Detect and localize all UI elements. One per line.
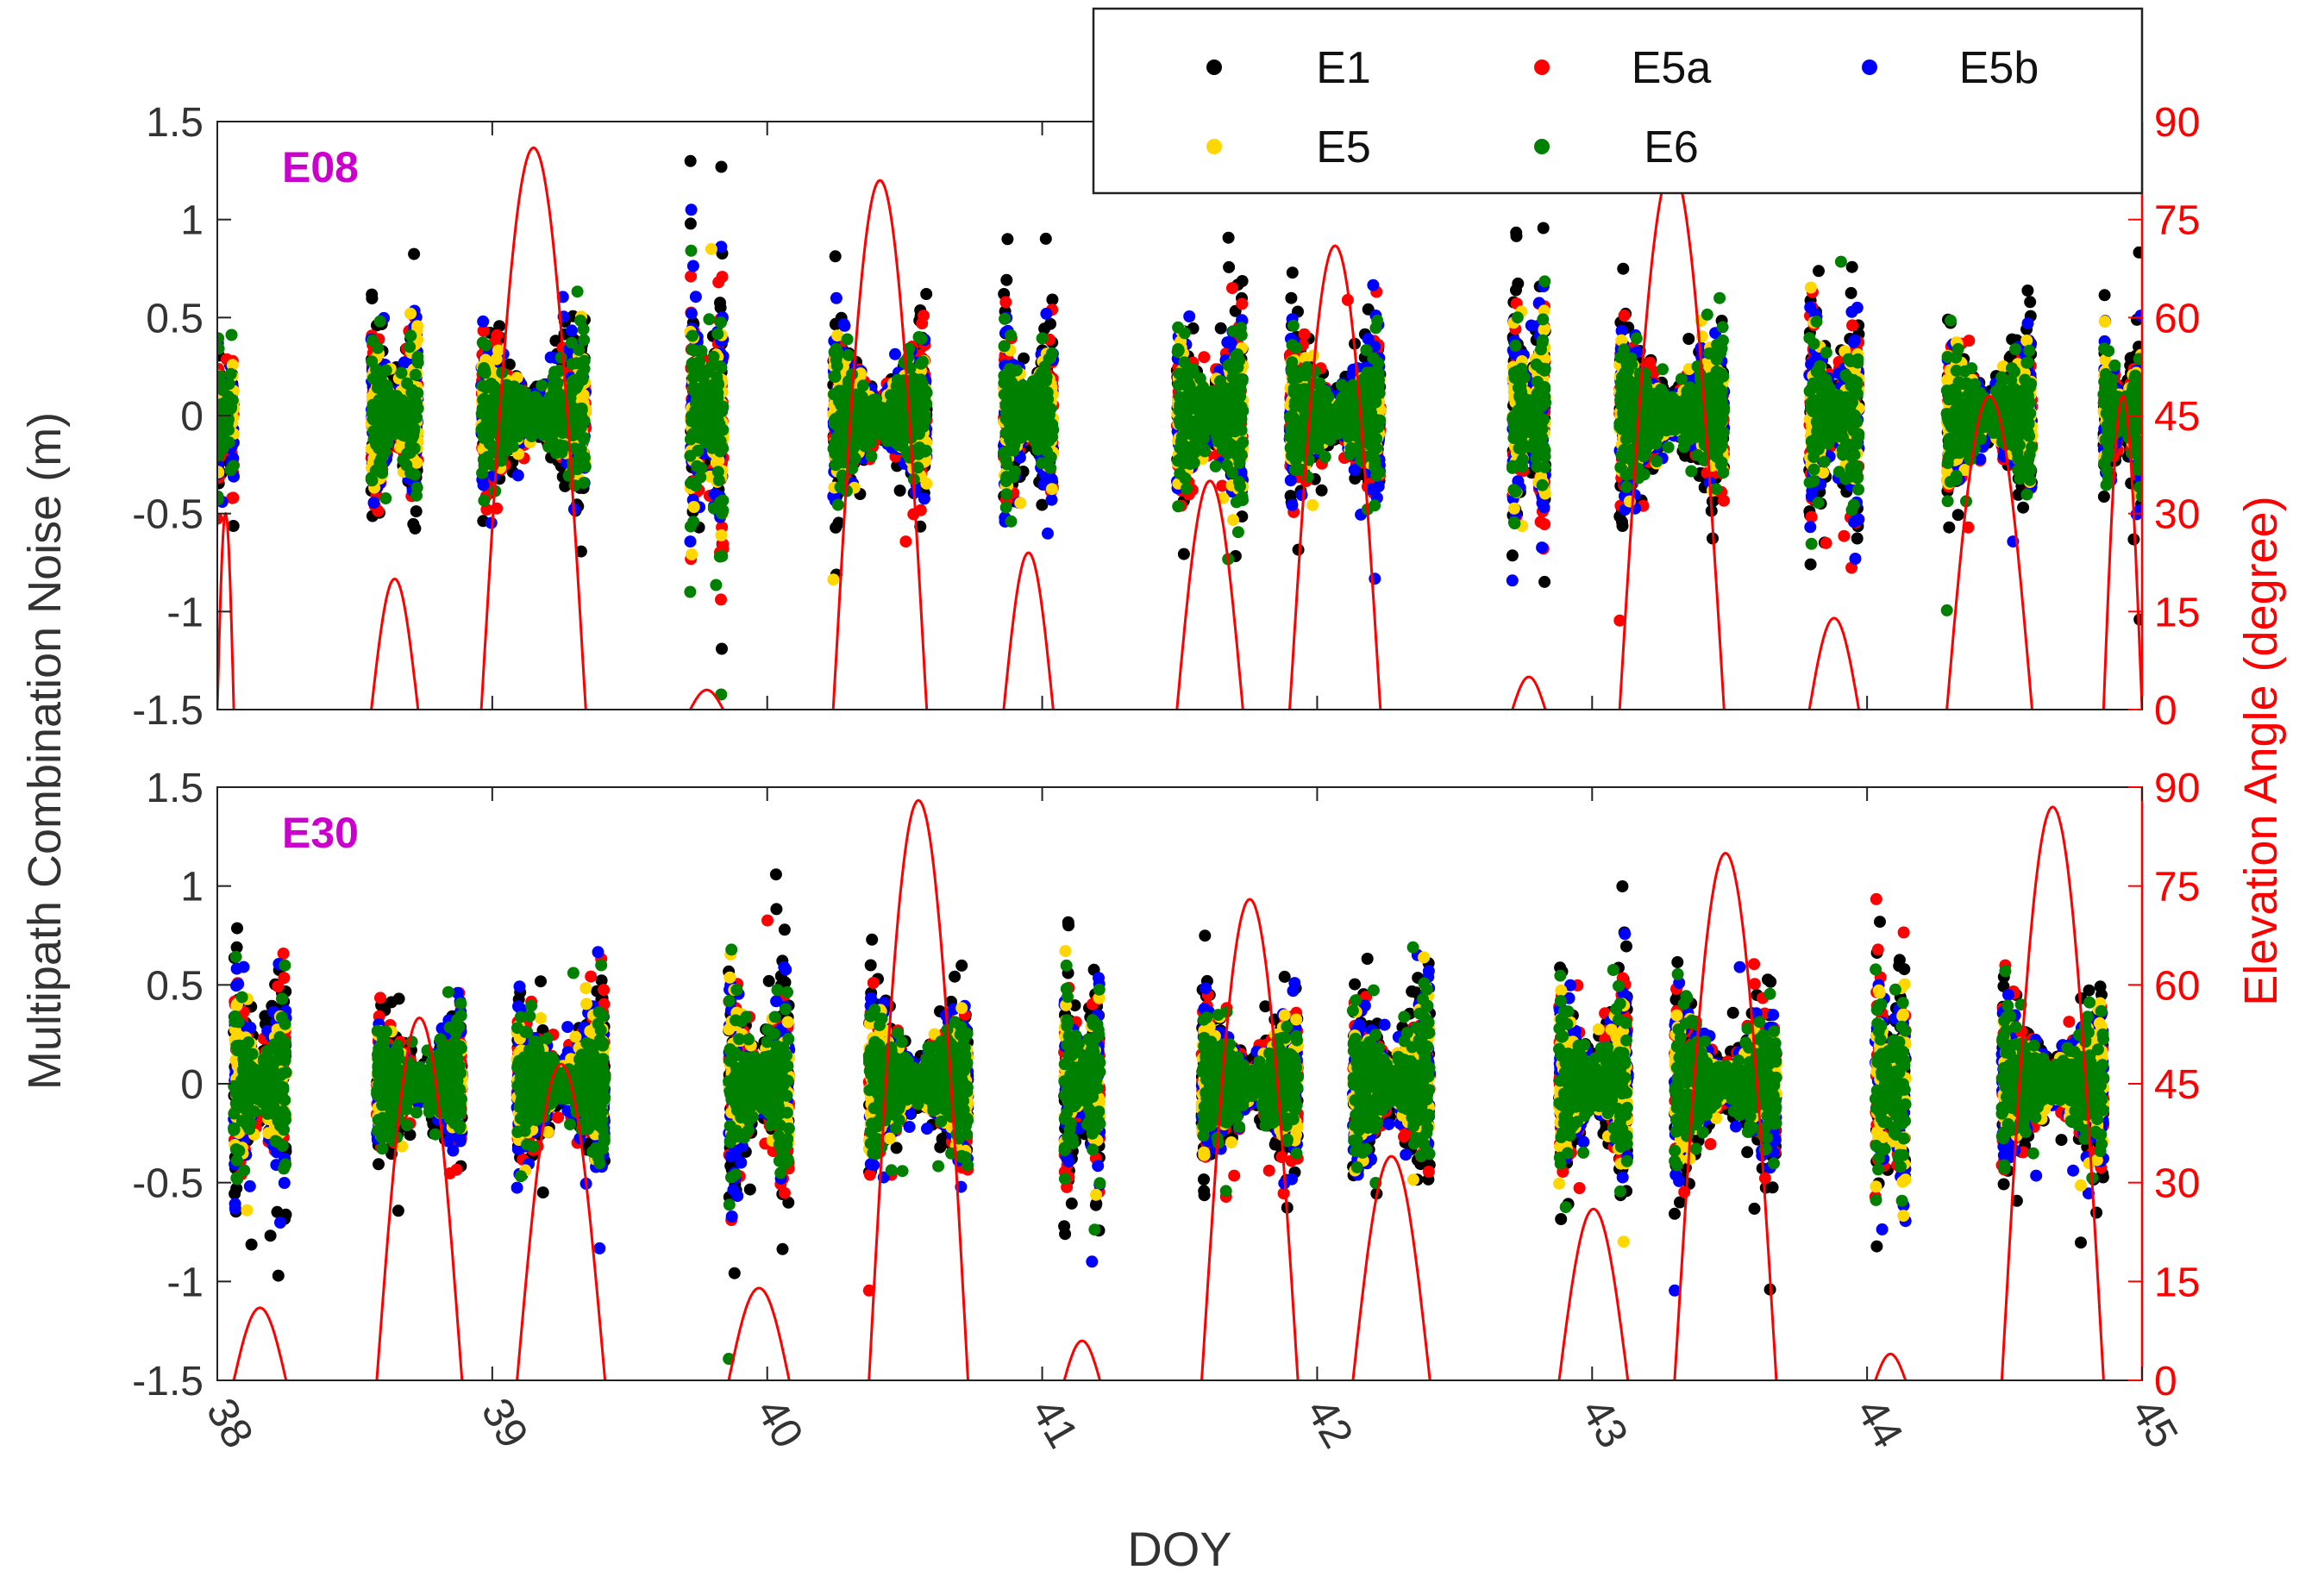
scatter-point bbox=[1039, 232, 1052, 245]
scatter-point bbox=[503, 358, 516, 371]
scatter-point bbox=[366, 292, 379, 305]
scatter-point bbox=[716, 271, 729, 284]
scatter-point bbox=[2133, 246, 2142, 259]
scatter-point bbox=[684, 154, 697, 167]
scatter-point bbox=[1538, 575, 1551, 588]
scatter-point bbox=[899, 535, 912, 548]
scatter-point bbox=[1036, 498, 1049, 511]
scatter-point bbox=[1285, 291, 1298, 304]
scatter-point bbox=[1510, 226, 1523, 239]
scatter-point bbox=[830, 521, 843, 534]
scatter-point bbox=[893, 485, 906, 497]
scatter-point bbox=[715, 160, 728, 173]
scatter-point bbox=[2098, 289, 2111, 302]
scatter-point bbox=[2017, 501, 2030, 514]
scatter-point bbox=[1226, 282, 1238, 295]
scatter-point bbox=[1236, 297, 1249, 310]
scatter-point bbox=[408, 247, 421, 260]
scatter-point bbox=[226, 491, 239, 504]
scatter-point bbox=[716, 642, 728, 655]
scatter-point bbox=[1510, 284, 1522, 297]
scatter-point bbox=[1537, 222, 1550, 235]
scatter-point bbox=[1617, 262, 1630, 275]
scatter-point bbox=[1038, 322, 1051, 335]
scatter-point bbox=[217, 512, 223, 525]
scatter-point bbox=[829, 250, 842, 263]
scatter-point bbox=[1292, 543, 1305, 556]
scatter-point bbox=[409, 522, 422, 535]
scatter-point bbox=[1506, 549, 1519, 562]
scatter-point bbox=[227, 520, 240, 532]
scatter-point bbox=[1177, 547, 1190, 560]
scatter-point bbox=[920, 288, 933, 300]
scatter-point bbox=[1286, 266, 1299, 279]
scatter-point bbox=[1679, 449, 1692, 462]
scatter-point bbox=[1223, 260, 1236, 273]
scatter-point bbox=[2024, 296, 2037, 309]
scatter-point bbox=[1943, 521, 1956, 534]
panel-e08-points bbox=[217, 154, 2142, 701]
scatter-point bbox=[1018, 352, 1030, 365]
scatter-point bbox=[2097, 491, 2110, 503]
scatter-point bbox=[1682, 333, 1695, 345]
scatter-point bbox=[1000, 273, 1013, 286]
scatter-point bbox=[1951, 509, 1964, 522]
scatter-point bbox=[1845, 286, 1857, 299]
scatter-point bbox=[1222, 231, 1235, 244]
scatter-point bbox=[1851, 532, 1864, 545]
scatter-point bbox=[1616, 520, 1629, 532]
scatter-point bbox=[715, 593, 727, 606]
scatter-point bbox=[714, 297, 726, 310]
scatter-point bbox=[410, 505, 423, 518]
scatter-point bbox=[907, 508, 920, 521]
scatter-point bbox=[1046, 293, 1059, 306]
scatter-point bbox=[493, 320, 506, 333]
scatter-point bbox=[1198, 351, 1211, 364]
scatter-point bbox=[2021, 285, 2034, 297]
scatter-point bbox=[684, 217, 697, 230]
scatter-point bbox=[1813, 265, 1825, 278]
scatter-point bbox=[1804, 558, 1817, 571]
scatter-point bbox=[1214, 322, 1227, 335]
scatter-point bbox=[918, 310, 930, 322]
scatter-point bbox=[685, 270, 698, 283]
scatter-point bbox=[1001, 233, 1014, 246]
scatter-point bbox=[574, 545, 587, 558]
scatter-point bbox=[1845, 260, 1858, 273]
scatter-point bbox=[1315, 484, 1328, 497]
scatter-point bbox=[999, 296, 1012, 309]
